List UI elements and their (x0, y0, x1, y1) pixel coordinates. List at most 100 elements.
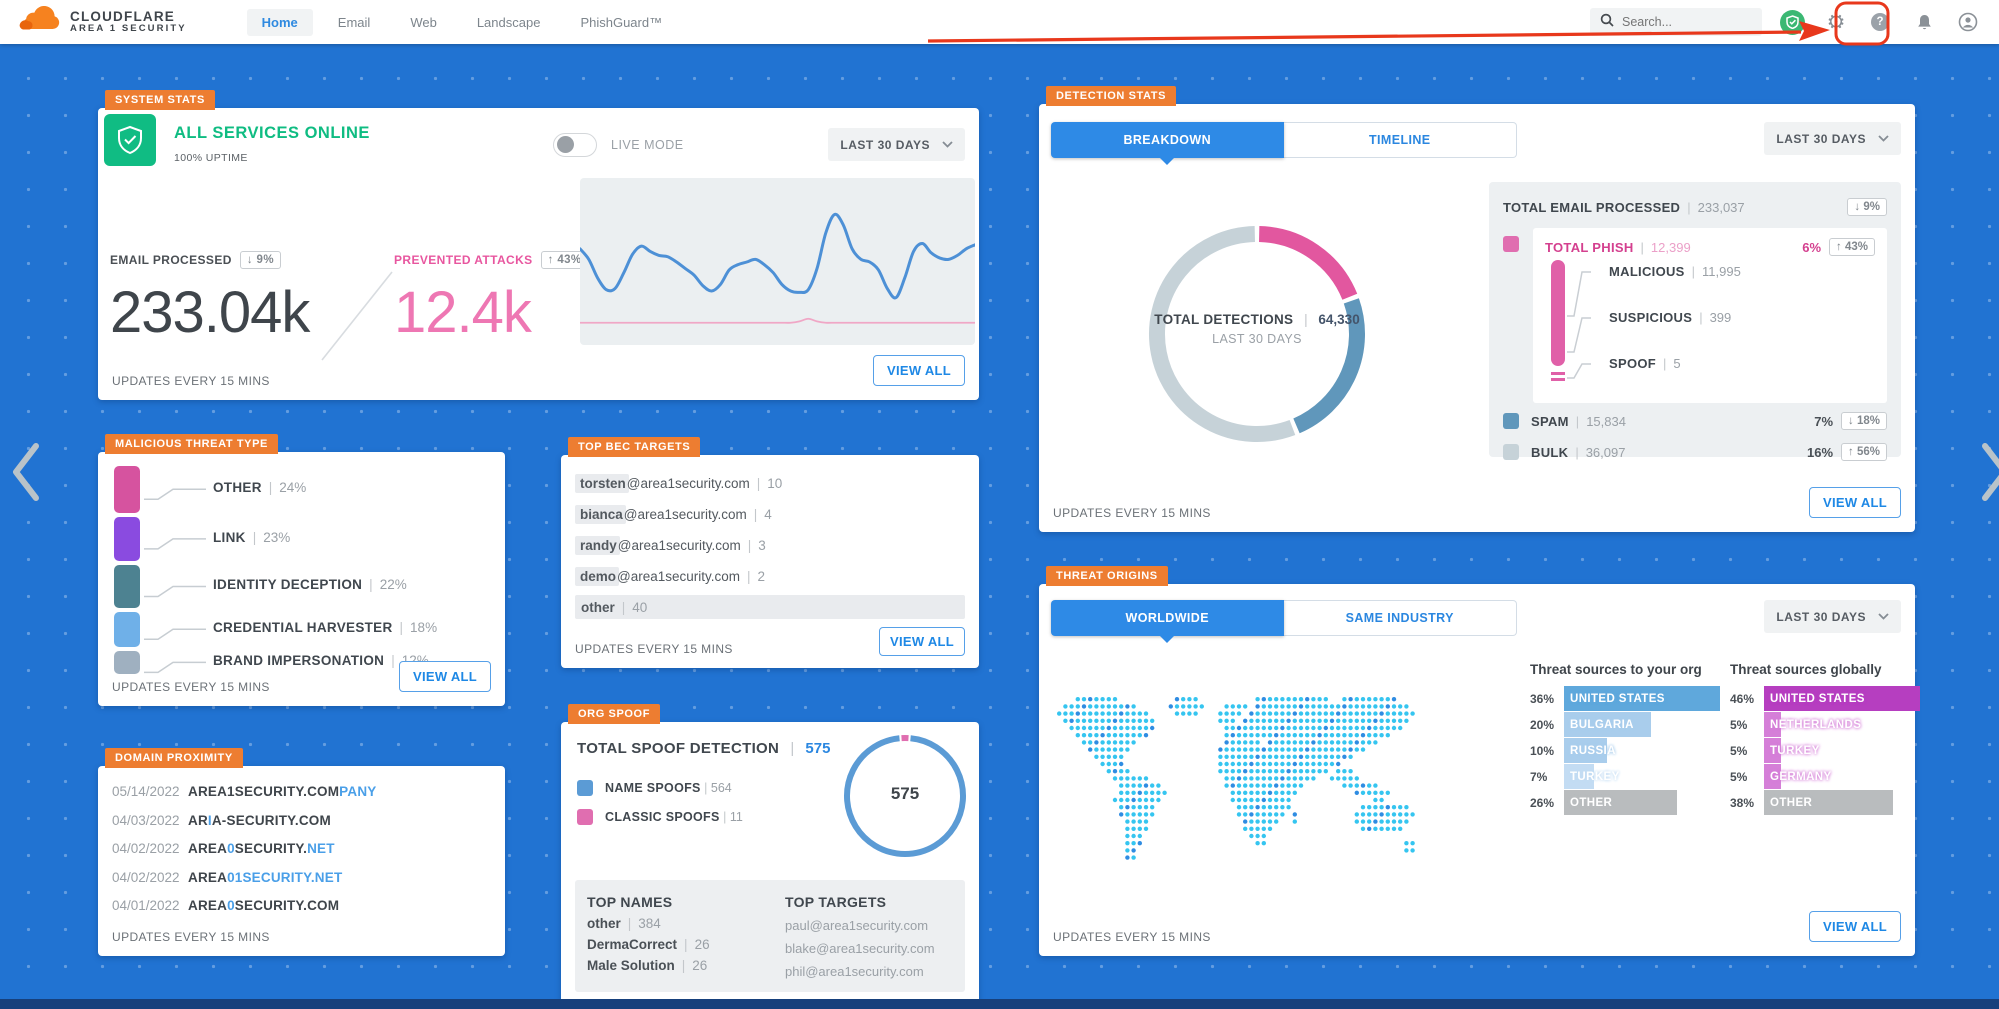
user-profile-icon[interactable] (1955, 9, 1981, 35)
top-target-row: phil@area1security.com (785, 964, 924, 979)
bec-count: 10 (767, 475, 783, 491)
carousel-prev-icon[interactable] (6, 440, 42, 504)
services-shield-icon (104, 114, 156, 166)
card-tag: MALICIOUS THREAT TYPE (105, 434, 278, 454)
bec-target-row[interactable]: demo @area1security.com | 2 (575, 564, 965, 588)
detection-period-dropdown[interactable]: LAST 30 DAYS (1764, 122, 1901, 155)
system-stats-period-dropdown[interactable]: LAST 30 DAYS (828, 128, 965, 161)
threat-source-pct: 5% (1730, 743, 1748, 758)
phish-value: 12,399 (1650, 239, 1691, 255)
notifications-bell-icon[interactable] (1911, 9, 1937, 35)
threat-type-label: LINK (213, 529, 246, 545)
spam-value: 15,834 (1586, 413, 1626, 429)
card-tag: TOP BEC TARGETS (568, 437, 701, 457)
donut-center-sub: LAST 30 DAYS (1212, 332, 1302, 346)
domain-row[interactable]: 04/01/2022 AREA0SECURITY.COM (112, 898, 339, 913)
prevented-attacks-label: PREVENTED ATTACKS (394, 253, 533, 267)
threat-source-row-other: 26% OTHER (1530, 790, 1720, 815)
bec-target-row[interactable]: other | 40 (575, 595, 965, 619)
threat-source-row-united-states: 36% UNITED STATES (1530, 686, 1720, 711)
nav-item-web[interactable]: Web (410, 14, 437, 30)
nav-right: ⚙ ? (1590, 8, 1981, 36)
protection-status-badge-icon[interactable] (1780, 9, 1805, 35)
origins-tab-worldwide[interactable]: WORLDWIDE (1051, 600, 1284, 643)
threat-sources-global-column: Threat sources globally 46% UNITED STATES… (1730, 662, 1920, 816)
threat-source-bar: NETHERLANDS (1764, 712, 1861, 737)
detection-breakdown-panel: TOTAL EMAIL PROCESSED | 233,037 ↓ 9% TOT… (1489, 182, 1901, 461)
bec-domain: @area1security.com (617, 537, 741, 553)
bottom-bar (0, 999, 1999, 1009)
threat-type-label: BRAND IMPERSONATION (213, 653, 385, 669)
email-activity-chart (580, 178, 975, 345)
top-name-row: DermaCorrect | 26 (587, 937, 710, 952)
top-target-row: paul@area1security.com (785, 918, 929, 933)
threat-type-segment-credential-harvester (114, 611, 140, 647)
search-input[interactable] (1622, 15, 1742, 29)
threat-source-bar: UNITED STATES (1564, 686, 1720, 711)
threat-source-bar: UNITED STATES (1764, 686, 1920, 711)
top-target-row: blake@area1security.com (785, 941, 935, 956)
nav-item-email[interactable]: Email (337, 14, 371, 30)
spoof-legend-classic-spoofs: CLASSIC SPOOFS | 11 (577, 809, 743, 825)
top-nav: CLOUDFLARE AREA 1 SECURITY Home Email Web L… (0, 0, 1999, 44)
bec-target-row[interactable]: bianca @area1security.com | 4 (575, 502, 965, 526)
spam-label: SPAM (1531, 413, 1569, 429)
nav-item-phishguard[interactable]: PhishGuard™ (580, 14, 663, 30)
threat-type-row-credential-harvester: CREDENTIAL HARVESTER | 18% (213, 620, 438, 636)
prevented-attacks-delta-badge: ↑ 43% (540, 251, 589, 269)
threat-origins-period-dropdown[interactable]: LAST 30 DAYS (1764, 600, 1901, 633)
threat-type-segment-identity-deception (114, 565, 140, 608)
domain-name: AREA0SECURITY.COM (188, 898, 340, 913)
search-box[interactable] (1590, 8, 1762, 36)
nav-item-home[interactable]: Home (246, 8, 313, 36)
threat-type-label: OTHER (213, 480, 262, 496)
bec-target-row[interactable]: torsten @area1security.com | 10 (575, 471, 965, 495)
threat-source-pct: 5% (1730, 769, 1748, 784)
threat-source-row-turkey: 5% TURKEY (1730, 738, 1920, 763)
domain-row[interactable]: 04/02/2022 AREA01SECURITY.NET (112, 870, 342, 885)
detection-tab-timeline[interactable]: TIMELINE (1283, 122, 1517, 158)
top-name-value: 26 (692, 958, 708, 973)
brand[interactable]: CLOUDFLARE AREA 1 SECURITY (18, 5, 187, 39)
spoof-total: 575 (805, 740, 831, 757)
top-name-value: 384 (638, 916, 661, 931)
threat-source-row-netherlands: 5% NETHERLANDS (1730, 712, 1920, 737)
domain-row[interactable]: 05/14/2022 AREA1SECURITY.COMPANY (112, 784, 376, 799)
carousel-next-icon[interactable] (1981, 440, 1999, 504)
phish-label: TOTAL PHISH (1545, 239, 1634, 255)
detection-view-all-button[interactable]: VIEW ALL (1809, 487, 1901, 518)
threat-type-segment-other (114, 466, 140, 513)
threat-origins-view-all-button[interactable]: VIEW ALL (1809, 911, 1901, 942)
bec-view-all-button[interactable]: VIEW ALL (879, 627, 965, 656)
threat-source-pct: 46% (1730, 691, 1755, 706)
legend-swatch (577, 809, 593, 825)
domain-row[interactable]: 04/03/2022 ARIA-SECURITY.COM (112, 813, 331, 828)
threat-source-bar: OTHER (1764, 790, 1893, 815)
bec-count: 2 (757, 568, 766, 584)
origins-tab-same-industry[interactable]: SAME INDUSTRY (1283, 600, 1517, 636)
cloudflare-logo-icon (18, 5, 62, 39)
threat-type-view-all-button[interactable]: VIEW ALL (399, 661, 491, 692)
threat-type-label: IDENTITY DECEPTION (213, 577, 363, 593)
brand-subtitle: AREA 1 SECURITY (70, 23, 187, 35)
top-targets-header: TOP TARGETS (785, 894, 887, 910)
bec-target-row[interactable]: randy @area1security.com | 3 (575, 533, 965, 557)
threat-source-row-bulgaria: 20% BULGARIA (1530, 712, 1720, 737)
phish-delta-badge: ↑ 43% (1829, 238, 1875, 256)
nav-item-landscape[interactable]: Landscape (476, 14, 541, 30)
domain-row[interactable]: 04/02/2022 AREA0SECURITY.NET (112, 841, 335, 856)
phish-swatch (1503, 236, 1519, 252)
prevented-attacks-value: 12.4k (394, 280, 532, 345)
help-icon[interactable]: ? (1867, 9, 1893, 35)
detection-tab-breakdown[interactable]: BREAKDOWN (1051, 122, 1284, 165)
legend-value: 11 (729, 810, 743, 824)
system-stats-view-all-button[interactable]: VIEW ALL (873, 355, 965, 386)
phish-sub-row-malicious: MALICIOUS | 11,995 (1609, 264, 1741, 279)
uptime-text: 100% UPTIME (174, 152, 248, 164)
settings-gear-icon[interactable]: ⚙ (1826, 9, 1846, 34)
threat-source-pct: 10% (1530, 743, 1555, 758)
live-mode-toggle[interactable] (553, 133, 597, 157)
card-tag: ORG SPOOF (568, 704, 661, 724)
bulk-pct: 16% (1807, 444, 1834, 460)
